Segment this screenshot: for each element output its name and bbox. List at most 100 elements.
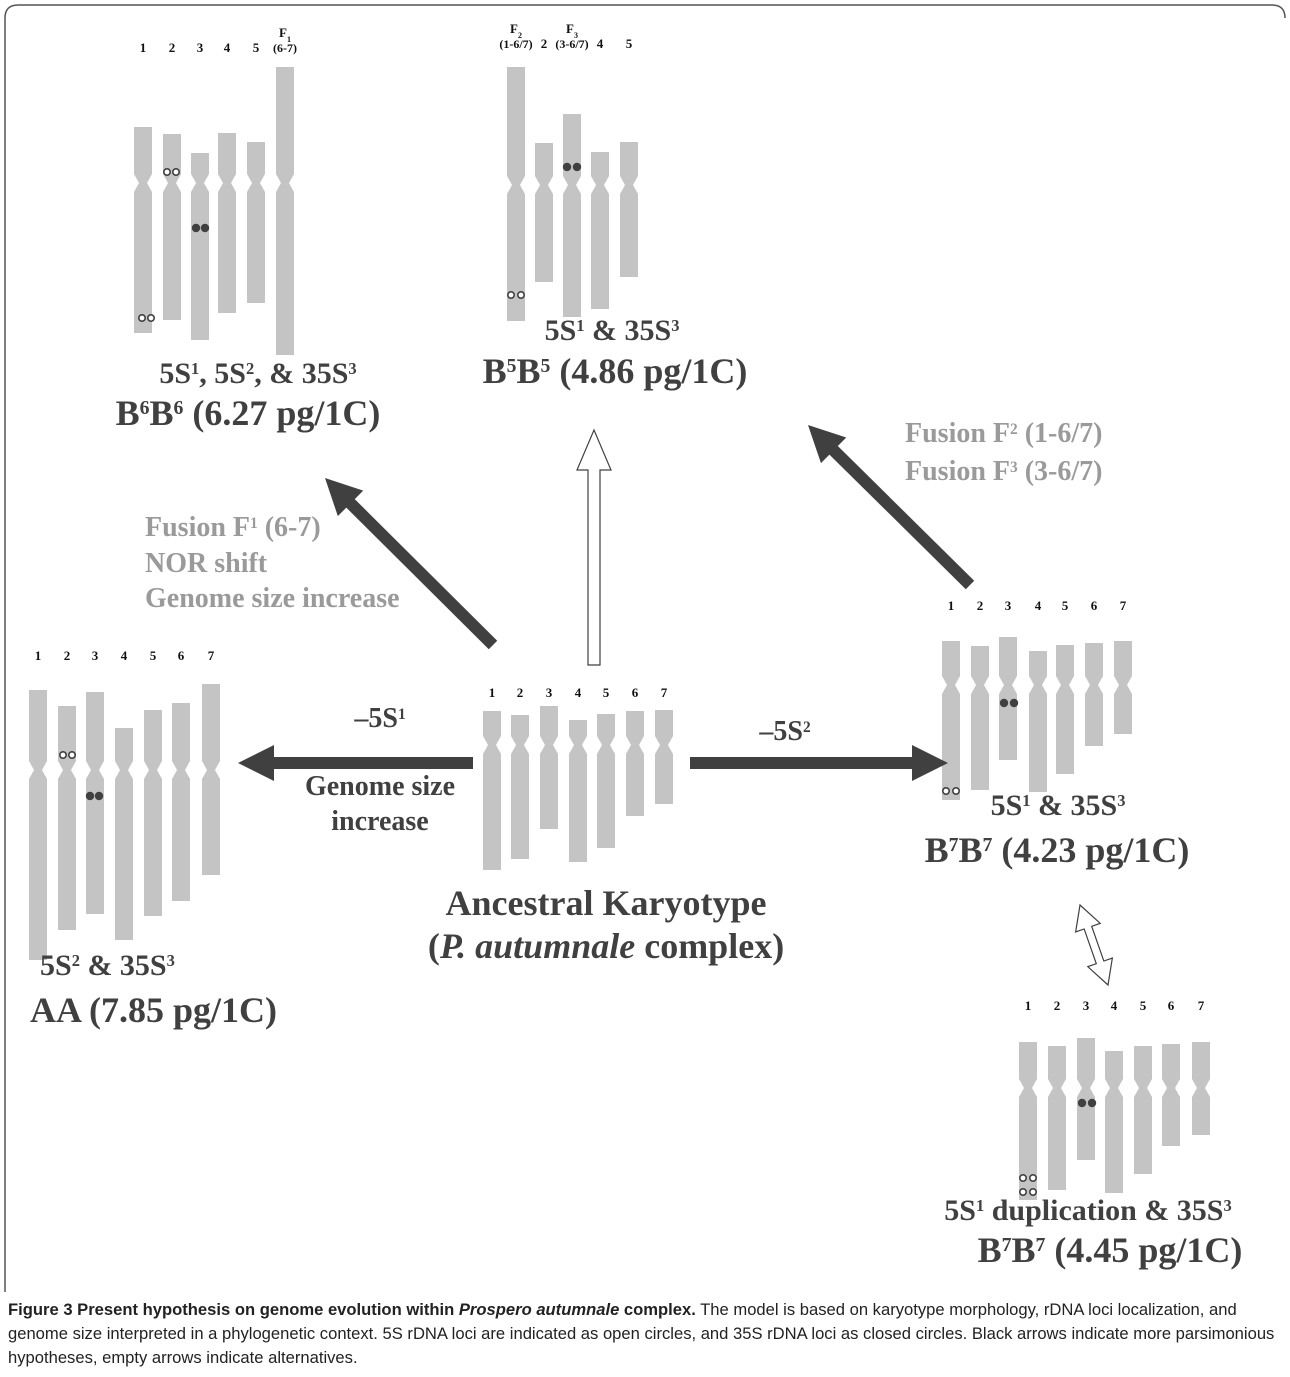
chromosome-label: 7: [208, 648, 215, 663]
chromosome: [540, 706, 558, 829]
text-segment: B: [925, 830, 949, 870]
chromosome-label-detail: (3-6/7): [555, 37, 588, 51]
text-segment: Fusion F: [905, 456, 1010, 487]
chromosome-label: 1: [1025, 998, 1032, 1013]
chromosome: [1114, 641, 1132, 734]
rdna-5s-locus: [139, 315, 145, 321]
rdna-35s-locus: [1078, 1099, 1086, 1107]
arrow-annotation: NOR shift: [145, 548, 268, 579]
chromosome: [1048, 1046, 1066, 1190]
text-segment: increase: [331, 806, 428, 837]
text-segment: 5S: [944, 1194, 976, 1227]
karyotype-caption: B5B5 (4.86 pg/1C): [483, 351, 748, 391]
text-segment: 2: [72, 951, 80, 970]
rdna-35s-locus: [573, 163, 581, 171]
karyotype-caption: (P. autumnale complex): [428, 926, 784, 966]
chromosome: [563, 114, 581, 317]
chromosome-label: 3: [197, 40, 204, 55]
text-segment: , & 35S: [254, 357, 348, 390]
chromosome-label: 4: [575, 685, 582, 700]
chromosome-label: 7: [1120, 598, 1127, 613]
text-segment: 2: [246, 359, 254, 378]
text-segment: 1: [250, 515, 258, 532]
chromosome-label: 4: [224, 40, 231, 55]
chromosome: [535, 143, 553, 282]
rdna-35s-locus: [201, 224, 209, 232]
text-segment: 2: [803, 719, 811, 736]
arrow-annotation: Fusion F2 (1-6/7): [905, 418, 1103, 449]
text-segment: (1-6/7): [1018, 418, 1103, 449]
rdna-35s-locus: [1010, 699, 1018, 707]
chromosome-label: 6: [178, 648, 185, 663]
chromosome: [1192, 1042, 1210, 1135]
chromosome-label: 2: [169, 40, 176, 55]
rdna-5s-locus: [508, 292, 514, 298]
text-segment: 3: [167, 951, 175, 970]
text-segment: P. autumnale: [439, 926, 635, 966]
text-segment: 1: [191, 359, 199, 378]
chromosome: [597, 714, 615, 848]
chromosome-label: 6: [1168, 998, 1175, 1013]
chromosome-label: 3: [1083, 998, 1090, 1013]
chromosome-label: 1: [35, 648, 42, 663]
chromosome-label: 2: [517, 685, 524, 700]
arrow-annotation: –5S1: [353, 703, 405, 734]
rdna-5s-locus: [953, 788, 959, 794]
text-segment: 5S: [40, 949, 72, 982]
page: 12345F1(6-7)5S1, 5S2, & 35S3B6B6 (6.27 p…: [0, 0, 1290, 1377]
rdna-5s-locus: [69, 752, 75, 758]
text-segment: (6-7): [258, 512, 321, 543]
rdna-5s-locus: [1030, 1175, 1036, 1181]
karyotype-caption: 5S1 & 35S3: [991, 789, 1126, 822]
text-segment: Genome size increase: [145, 583, 400, 614]
chromosome-label: 4: [121, 648, 128, 663]
chromosome-label: 4: [1035, 598, 1042, 613]
chromosome: [134, 127, 152, 333]
chromosome-label: 5: [603, 685, 610, 700]
chromosome-label: 5: [1062, 598, 1069, 613]
karyotype-caption: 5S1, 5S2, & 35S3: [159, 357, 356, 390]
arrow-annotation: Genome size increase: [145, 583, 400, 614]
rdna-35s-locus: [563, 163, 571, 171]
text-segment: 7: [983, 834, 993, 856]
chromosome-label: 2: [1054, 998, 1061, 1013]
chromosome: [1162, 1044, 1180, 1146]
text-segment: B: [150, 393, 174, 433]
chromosome: [1029, 651, 1047, 792]
chromosome: [1134, 1046, 1152, 1174]
rdna-5s-locus: [164, 169, 170, 175]
chromosome: [247, 142, 265, 303]
chromosome-label-detail: (1-6/7): [499, 37, 532, 51]
karyotype-caption: Ancestral Karyotype: [446, 883, 767, 923]
text-segment: 7: [949, 834, 959, 856]
text-segment: 3: [348, 359, 356, 378]
chromosome: [191, 153, 209, 340]
text-segment: (3-6/7): [1018, 456, 1103, 487]
text-segment: 5: [541, 355, 551, 377]
arrow-annotation: –5S2: [758, 716, 811, 747]
label-name: F: [279, 25, 287, 40]
chromosome: [276, 67, 294, 355]
text-segment: 6: [174, 397, 184, 419]
text-segment: 3: [1117, 791, 1125, 810]
chromosome-label: 5: [1140, 998, 1147, 1013]
text-segment: Fusion F: [145, 512, 250, 543]
arrow-annotation: Genome size: [305, 771, 455, 802]
text-segment: 3: [671, 316, 679, 335]
chromosome: [86, 692, 104, 914]
text-segment: , 5S: [199, 357, 246, 390]
chromosome: [626, 711, 644, 816]
chromosome-label: 5: [150, 648, 157, 663]
text-segment: (: [428, 926, 440, 966]
text-segment: 7: [1002, 1234, 1012, 1256]
chromosome-label: 1: [948, 598, 955, 613]
text-segment: (4.45 pg/1C): [1045, 1230, 1242, 1270]
rdna-35s-locus: [1000, 699, 1008, 707]
chromosome-label-detail: (6-7): [273, 41, 297, 55]
text-segment: duplication & 35S: [984, 1194, 1223, 1227]
karyotype-caption: B6B6 (6.27 pg/1C): [116, 393, 381, 433]
text-segment: B: [483, 351, 507, 391]
text-segment: 1: [398, 706, 406, 723]
arrow-annotation: Fusion F3 (3-6/7): [905, 456, 1103, 487]
